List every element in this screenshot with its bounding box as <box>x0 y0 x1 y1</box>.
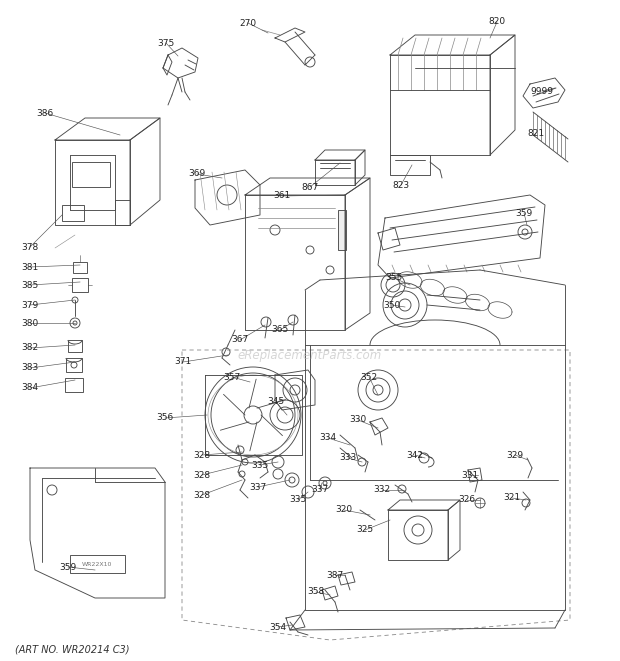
Text: 382: 382 <box>22 344 38 352</box>
Text: 867: 867 <box>301 182 319 192</box>
Text: 326: 326 <box>458 496 476 504</box>
Text: (ART NO. WR20214 C3): (ART NO. WR20214 C3) <box>15 645 130 655</box>
Text: 334: 334 <box>319 434 337 442</box>
Text: 335: 335 <box>251 461 268 469</box>
Bar <box>72 162 110 187</box>
Text: 329: 329 <box>507 451 523 459</box>
Text: 9999: 9999 <box>531 87 554 95</box>
Bar <box>65 378 83 392</box>
Text: 345: 345 <box>267 397 285 407</box>
Text: 361: 361 <box>273 192 291 200</box>
Text: 378: 378 <box>21 243 38 251</box>
Text: 387: 387 <box>326 570 343 580</box>
Text: 383: 383 <box>21 364 38 373</box>
Text: 330: 330 <box>350 416 366 424</box>
Text: 352: 352 <box>360 373 378 381</box>
Text: 337: 337 <box>249 483 267 492</box>
Text: 367: 367 <box>231 336 249 344</box>
Bar <box>73 262 87 273</box>
Text: 356: 356 <box>156 414 174 422</box>
Bar <box>66 358 82 372</box>
Text: 333: 333 <box>339 453 356 463</box>
Bar <box>72 278 88 292</box>
Text: 335: 335 <box>290 496 307 504</box>
Text: 355: 355 <box>386 274 402 282</box>
Text: 332: 332 <box>373 485 391 494</box>
Text: 821: 821 <box>528 128 544 137</box>
Text: 321: 321 <box>503 494 521 502</box>
Text: 365: 365 <box>272 325 289 334</box>
Text: 325: 325 <box>356 525 374 535</box>
Text: 350: 350 <box>383 301 401 309</box>
Bar <box>68 340 82 352</box>
Bar <box>70 555 125 573</box>
Text: WR22X10: WR22X10 <box>82 561 112 566</box>
Text: 337: 337 <box>311 485 329 494</box>
Text: 328: 328 <box>193 451 211 459</box>
Text: 380: 380 <box>21 319 38 327</box>
Text: 369: 369 <box>188 169 206 178</box>
Text: 320: 320 <box>335 506 353 514</box>
Text: 328: 328 <box>193 490 211 500</box>
Text: eReplacementParts.com: eReplacementParts.com <box>238 348 382 362</box>
Text: 359: 359 <box>60 563 77 572</box>
Text: 270: 270 <box>239 19 257 28</box>
Text: 354: 354 <box>270 623 286 631</box>
Text: 820: 820 <box>489 17 505 26</box>
Text: 375: 375 <box>157 38 175 48</box>
Text: 371: 371 <box>174 358 192 366</box>
Text: 379: 379 <box>21 301 38 309</box>
Text: 358: 358 <box>308 588 325 596</box>
Text: 386: 386 <box>37 108 53 118</box>
Text: 381: 381 <box>21 262 38 272</box>
Text: 357: 357 <box>223 373 241 381</box>
Text: 823: 823 <box>392 180 410 190</box>
Text: 359: 359 <box>515 208 533 217</box>
Text: 385: 385 <box>21 280 38 290</box>
Bar <box>62 205 84 221</box>
Text: 342: 342 <box>407 451 423 459</box>
Text: 331: 331 <box>461 471 479 479</box>
Text: 384: 384 <box>22 383 38 393</box>
Bar <box>338 210 346 250</box>
Text: 328: 328 <box>193 471 211 479</box>
